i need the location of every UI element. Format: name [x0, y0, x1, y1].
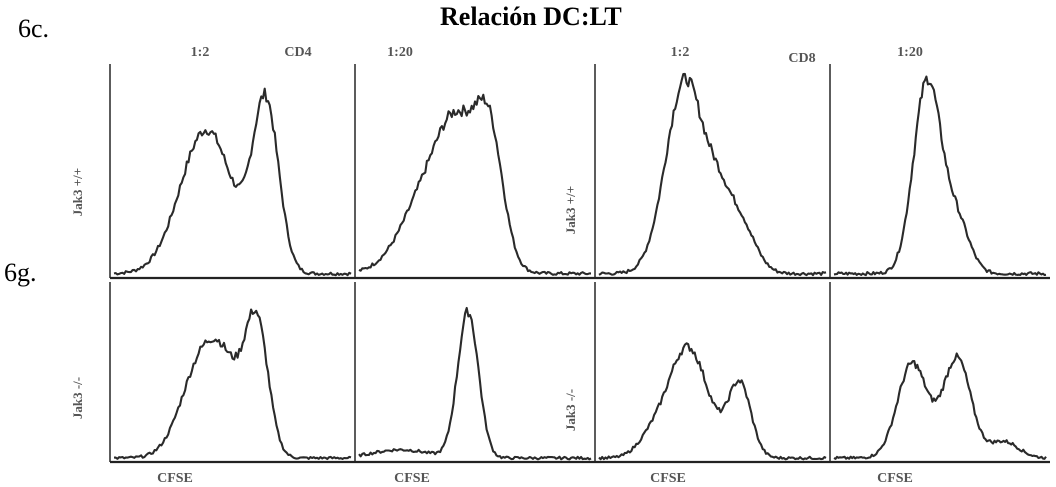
panel-frame — [109, 64, 1050, 464]
row-genotype-label: Jak3 +/+ — [70, 168, 85, 216]
histogram-curve-cd8-1-20-r1 — [833, 352, 1047, 460]
histogram-curve-cd4-1-2-r1 — [114, 308, 352, 461]
column-ratio-label: 1:2 — [671, 45, 690, 60]
row-genotype-label: Jak3 +/+ — [563, 186, 578, 234]
group-label-cd4: CD4 — [284, 45, 311, 60]
column-ratio-label: 1:2 — [191, 45, 210, 60]
x-axis-label-cfse: CFSE — [394, 471, 430, 486]
figure-label-6c: 6c. — [18, 14, 50, 43]
histogram-curve-cd8-1-2-r1 — [598, 342, 827, 461]
column-ratio-label: 1:20 — [387, 45, 413, 60]
figure-label-6g: 6g. — [4, 258, 37, 287]
x-axis-label-cfse: CFSE — [157, 471, 193, 486]
histogram-curve-cd4-1-20-r0 — [358, 93, 591, 276]
histogram-curve-cd8-1-20-r0 — [833, 75, 1047, 277]
histogram-curves — [113, 72, 1047, 461]
chart-title: Relación DC:LT — [440, 2, 622, 31]
histogram-curve-cd4-1-2-r0 — [113, 87, 352, 277]
group-label-cd8: CD8 — [788, 51, 815, 66]
row-genotype-label: Jak3 -/- — [563, 389, 578, 431]
histogram-curve-cd4-1-20-r1 — [358, 306, 592, 461]
x-axis-label-cfse: CFSE — [650, 471, 686, 486]
row-genotype-label: Jak3 -/- — [70, 377, 85, 419]
panel-labels: 1:2 1:20 1:2 1:20 CD4 CD8 Jak3 +/+ Jak3 +/+ Jak3… — [70, 45, 923, 486]
column-ratio-label: 1:20 — [897, 45, 923, 60]
x-axis-label-cfse: CFSE — [877, 471, 913, 486]
histogram-curve-cd8-1-2-r0 — [598, 72, 827, 277]
